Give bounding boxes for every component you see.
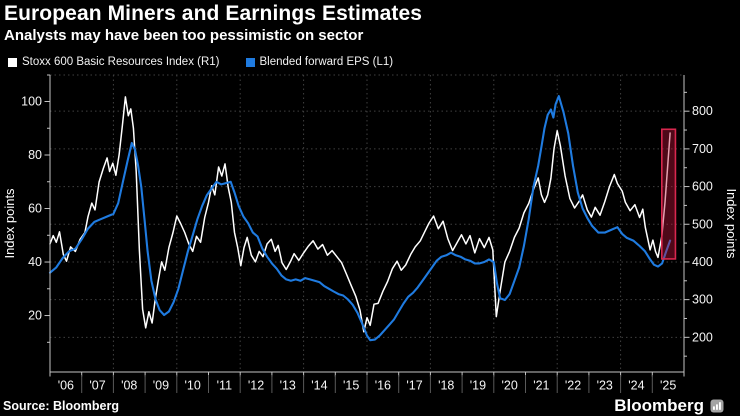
right-axis-tick-label: 700	[692, 142, 713, 156]
legend-label-eps: Blended forward EPS (L1)	[259, 56, 394, 68]
legend-item-stoxx: Stoxx 600 Basic Resources Index (R1)	[8, 56, 220, 68]
x-axis-year-label: '22	[565, 379, 581, 393]
x-axis-year-label: '12	[248, 379, 264, 393]
x-axis-year-label: '18	[438, 379, 454, 393]
x-axis-year-label: '15	[343, 379, 359, 393]
legend-swatch-stoxx	[8, 57, 17, 67]
right-axis-title: Index points	[724, 188, 739, 259]
right-axis-tick-label: 200	[692, 330, 713, 344]
x-axis-year-label: '14	[311, 379, 327, 393]
x-axis-year-label: '16	[375, 379, 391, 393]
x-axis-year-label: '09	[153, 379, 169, 393]
x-axis-year-label: '07	[89, 379, 105, 393]
x-axis-year-label: '20	[502, 379, 518, 393]
chart-title: European Miners and Earnings Estimates	[4, 2, 423, 25]
x-axis-year-label: '23	[597, 379, 613, 393]
left-axis-tick-label: 20	[28, 309, 42, 323]
bloomberg-logo: Bloomberg	[614, 396, 724, 416]
x-axis-year-label: '06	[58, 379, 74, 393]
highlight-box-fill	[661, 129, 676, 259]
series-stoxx-line	[49, 96, 671, 333]
legend-label-stoxx: Stoxx 600 Basic Resources Index (R1)	[22, 56, 220, 68]
right-axis-tick-label: 500	[692, 217, 713, 231]
gridlines	[50, 74, 684, 372]
bloomberg-terminal-icon	[710, 399, 724, 413]
x-axis-year-label: '17	[406, 379, 422, 393]
source-text: Source: Bloomberg	[3, 399, 119, 413]
x-axis-year-label: '10	[185, 379, 201, 393]
x-axis-year-label: '08	[121, 379, 137, 393]
x-axis-year-label: '24	[628, 379, 644, 393]
highlight-box-border	[661, 128, 677, 260]
chart-subtitle: Analysts may have been too pessimistic o…	[4, 27, 364, 44]
legend-item-eps: Blended forward EPS (L1)	[245, 56, 394, 68]
right-axis-tick-label: 800	[692, 104, 713, 118]
series-eps-line	[48, 95, 672, 342]
left-axis-title: Index points	[2, 188, 17, 259]
bloomberg-logo-text: Bloomberg	[614, 396, 704, 415]
x-axis-year-label: '13	[280, 379, 296, 393]
x-axis-year-label: '21	[533, 379, 549, 393]
right-axis-tick-label: 600	[692, 180, 713, 194]
axes: 20 40 60 80 100 200 300 400 500 600 700 800 '06 '07 '0…	[2, 74, 739, 393]
left-axis-tick-label: 80	[28, 148, 42, 162]
right-axis-tick-label: 400	[692, 255, 713, 269]
x-axis-year-label: '19	[470, 379, 486, 393]
right-axis-tick-label: 300	[692, 293, 713, 307]
x-axis-year-label: '25	[660, 379, 676, 393]
left-axis-tick-label: 40	[28, 255, 42, 269]
left-axis-tick-label: 100	[21, 94, 42, 108]
left-axis-tick-label: 60	[28, 202, 42, 216]
legend-swatch-eps	[245, 57, 255, 67]
x-axis-year-label: '11	[217, 379, 232, 393]
legend: Stoxx 600 Basic Resources Index (R1) Ble…	[8, 56, 393, 68]
